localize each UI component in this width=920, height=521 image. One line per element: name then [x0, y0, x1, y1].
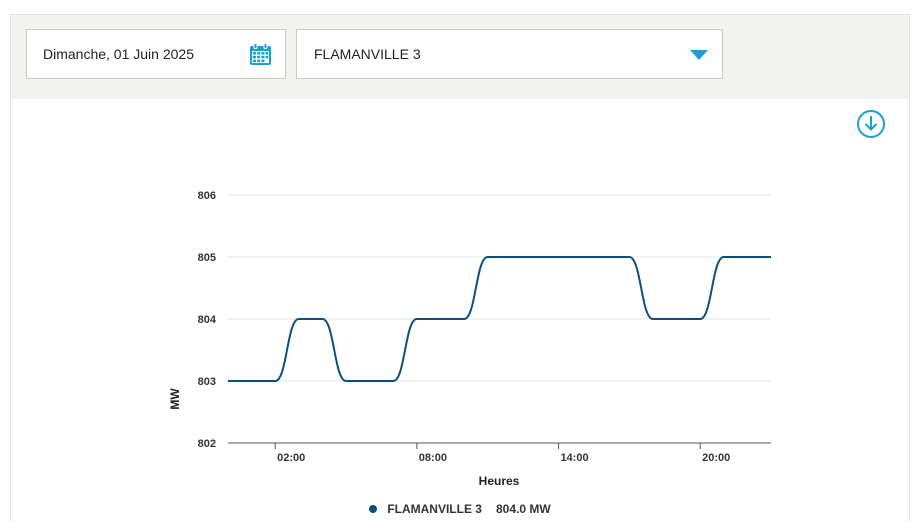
- x-axis-label: Heures: [479, 474, 520, 485]
- x-tick-label: 20:00: [702, 452, 730, 464]
- filter-toolbar: Dimanche, 01 Juin 2025 FLAMANVILLE: [11, 15, 909, 99]
- chart-panel: Dimanche, 01 Juin 2025 FLAMANVILLE: [10, 14, 910, 521]
- legend-series-name: FLAMANVILLE 3: [387, 502, 482, 516]
- legend-current-value: 804.0 MW: [495, 502, 551, 516]
- y-axis-label: MW: [168, 388, 182, 410]
- legend-marker: [369, 505, 378, 513]
- calendar-icon[interactable]: [249, 43, 272, 66]
- site-select-value: FLAMANVILLE 3: [314, 46, 421, 62]
- y-tick-label: 806: [198, 190, 216, 202]
- y-tick-label: 805: [198, 252, 216, 264]
- y-tick-label: 803: [198, 376, 216, 388]
- site-select[interactable]: FLAMANVILLE 3: [296, 29, 723, 79]
- series-line-flamanville-3: [228, 256, 771, 382]
- y-tick-label: 804: [198, 314, 217, 326]
- caret-down-icon[interactable]: [689, 49, 709, 61]
- date-picker[interactable]: Dimanche, 01 Juin 2025: [26, 29, 286, 79]
- download-icon[interactable]: [856, 109, 886, 139]
- date-picker-value: Dimanche, 01 Juin 2025: [43, 46, 194, 62]
- x-axis: 02:00 08:00 14:00 20:00: [274, 443, 730, 464]
- y-axis: 802 803 804 805 806: [198, 190, 217, 450]
- x-tick-label: 08:00: [419, 452, 447, 464]
- x-tick-label: 02:00: [277, 452, 305, 464]
- chart-legend[interactable]: FLAMANVILLE 3 804.0 MW: [11, 499, 909, 519]
- x-tick-label: 14:00: [560, 452, 588, 464]
- y-tick-label: 802: [198, 438, 216, 450]
